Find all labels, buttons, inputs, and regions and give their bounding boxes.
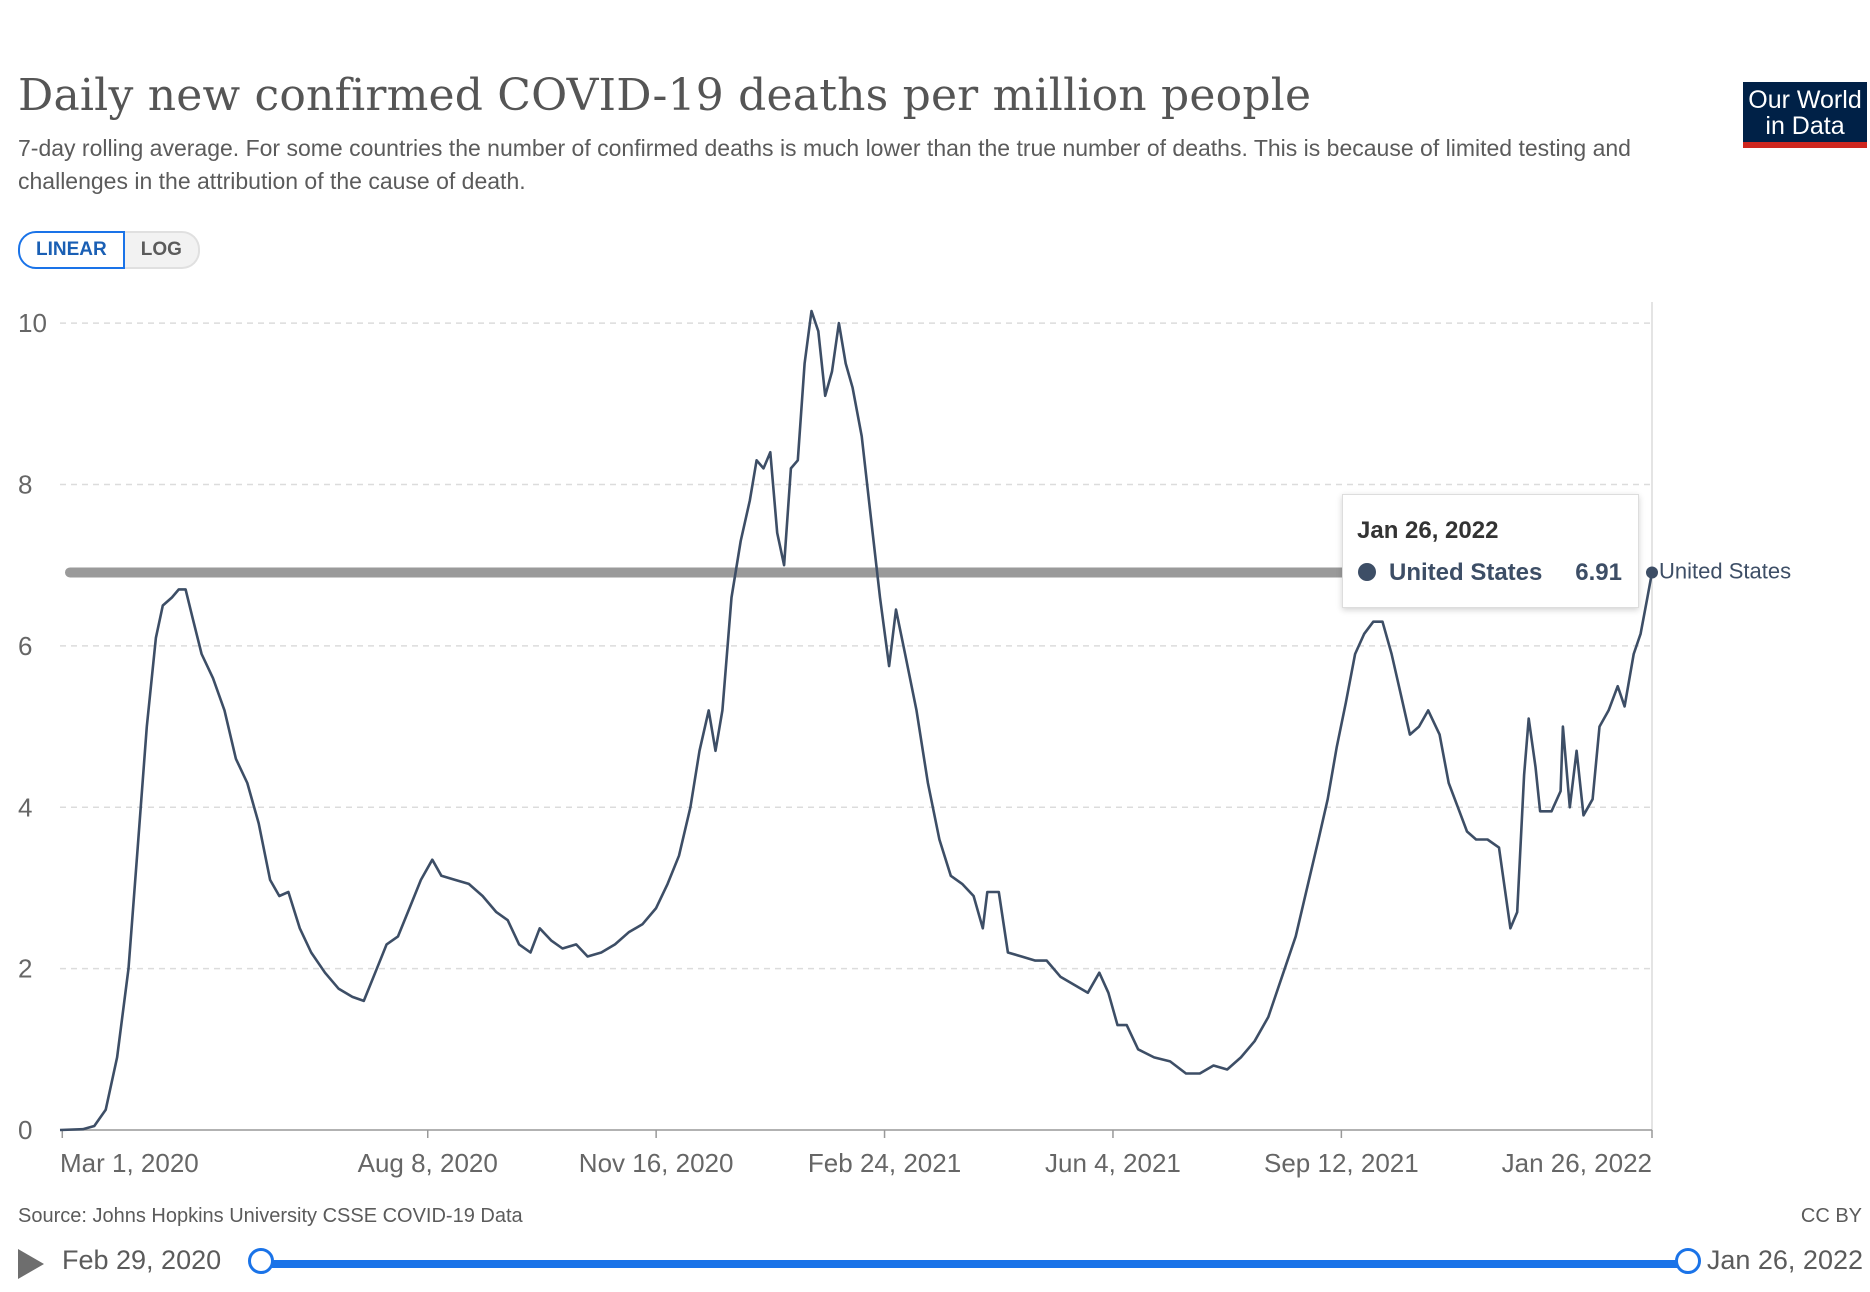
timeline-end-handle[interactable] [1675, 1248, 1701, 1274]
logo-line-2: in Data [1765, 112, 1845, 140]
source-note[interactable]: Source: Johns Hopkins University CSSE CO… [18, 1205, 523, 1227]
y-tick-label: 4 [18, 792, 32, 822]
y-tick-label: 10 [18, 308, 47, 338]
logo-bar [1743, 142, 1867, 148]
timeline-start-label: Feb 29, 2020 [62, 1245, 222, 1275]
line-chart[interactable]: 0 2 4 6 8 10 Mar 1, 2020 Aug 8, 2020 Nov 16, 202… [0, 290, 1870, 1190]
play-icon[interactable] [18, 1249, 44, 1279]
chart-subtitle: 7-day rolling average. For some countrie… [18, 135, 1631, 194]
series-end-label: United States [1659, 558, 1791, 583]
y-tick-label: 6 [18, 631, 32, 661]
x-tick-label: Feb 24, 2021 [808, 1148, 961, 1178]
y-tick-label: 0 [18, 1115, 32, 1145]
y-tick-label: 8 [18, 470, 32, 500]
x-tick-label: Jun 4, 2021 [1045, 1148, 1181, 1178]
owid-logo[interactable]: Our World in Data [1743, 82, 1867, 148]
y-tick-label: 2 [18, 954, 32, 984]
x-tick-label: Mar 1, 2020 [60, 1148, 199, 1178]
tooltip-date: Jan 26, 2022 [1357, 517, 1499, 544]
timeline-slider[interactable]: Feb 29, 2020 Jan 26, 2022 [18, 1245, 1863, 1285]
timeline-end-label: Jan 26, 2022 [1706, 1245, 1863, 1275]
x-tick-label: Jan 26, 2022 [1502, 1148, 1652, 1178]
logo-line-1: Our World [1748, 86, 1862, 114]
timeline-track[interactable] [260, 1260, 1688, 1268]
tooltip-series-dot [1358, 563, 1376, 581]
linear-scale-button[interactable]: LINEAR [18, 231, 125, 269]
tooltip-series-name: United States [1389, 559, 1543, 586]
tooltip-value: 6.91 [1575, 559, 1622, 586]
x-tick-label: Sep 12, 2021 [1264, 1148, 1419, 1178]
hover-tooltip: Jan 26, 2022 United States 6.91 [1342, 494, 1639, 608]
chart-title: Daily new confirmed COVID-19 deaths per … [18, 70, 1312, 121]
x-tick-label: Nov 16, 2020 [579, 1148, 734, 1178]
log-scale-button[interactable]: LOG [124, 231, 200, 269]
series-line-united-states [59, 309, 1654, 1132]
series-end-marker [1646, 566, 1658, 579]
timeline-start-handle[interactable] [248, 1248, 274, 1274]
scale-toggle: LINEAR LOG [18, 231, 200, 269]
license-link[interactable]: CC BY [1800, 1205, 1862, 1227]
x-tick-label: Aug 8, 2020 [358, 1148, 498, 1178]
